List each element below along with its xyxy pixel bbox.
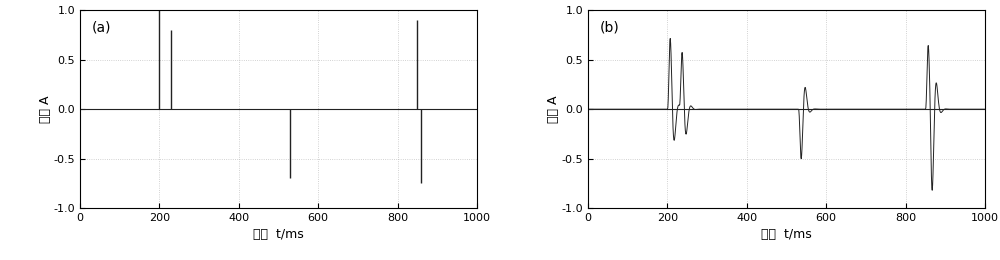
X-axis label: 时间  t/ms: 时间 t/ms	[761, 229, 812, 242]
Text: (a): (a)	[92, 20, 111, 34]
Y-axis label: 幅値 A: 幅値 A	[39, 95, 52, 123]
X-axis label: 时间  t/ms: 时间 t/ms	[253, 229, 304, 242]
Y-axis label: 幅値 A: 幅値 A	[547, 95, 560, 123]
Text: (b): (b)	[600, 20, 620, 34]
